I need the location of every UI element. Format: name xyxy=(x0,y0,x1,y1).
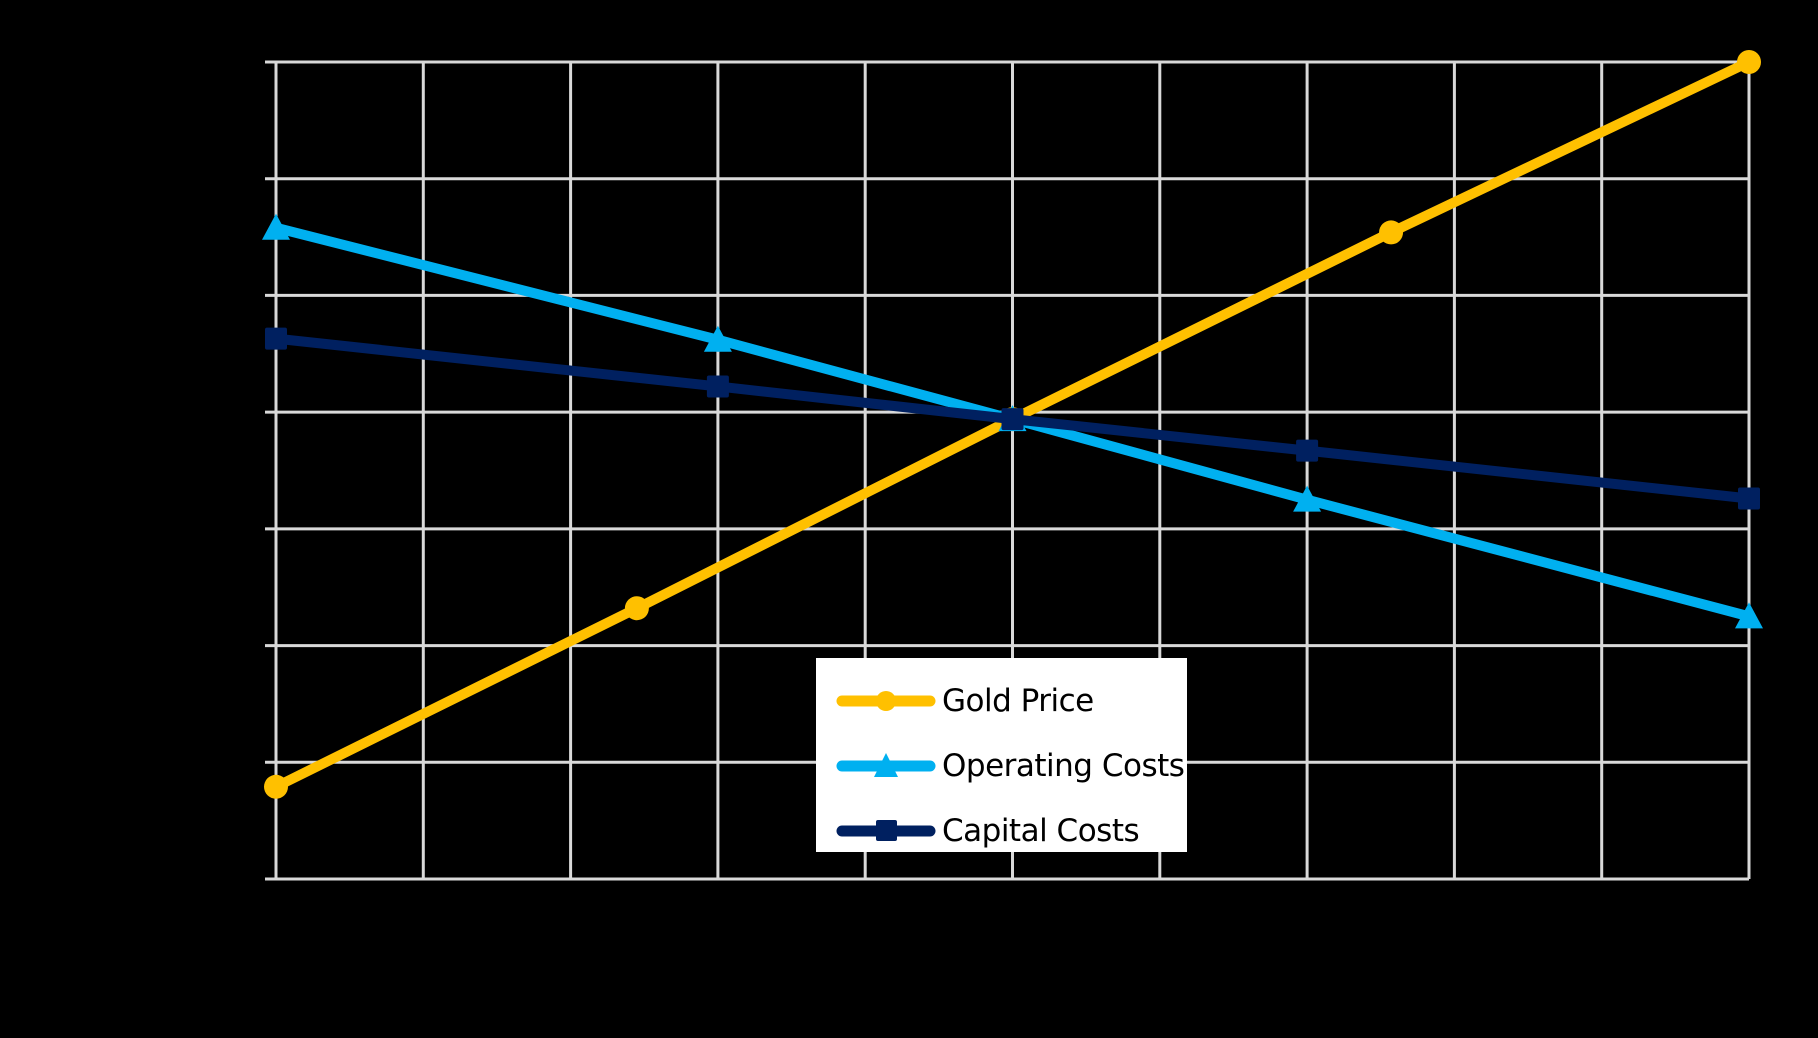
chart-series xyxy=(262,50,1763,799)
legend-label: Operating Costs xyxy=(942,747,1185,784)
triangle-marker-icon xyxy=(703,325,732,352)
legend-item-operating-costs: Operating Costs xyxy=(836,733,1187,798)
triangle-marker-icon xyxy=(836,752,936,777)
series-capital-costs xyxy=(265,327,1760,510)
circle-marker-icon xyxy=(1379,220,1404,245)
chart-legend: Gold Price Operating Costs Capital Costs xyxy=(816,658,1187,852)
triangle-marker-icon xyxy=(1293,485,1322,512)
square-marker-icon xyxy=(1296,439,1319,462)
triangle-marker-icon xyxy=(262,213,290,240)
square-marker-icon xyxy=(1738,487,1760,510)
square-marker-icon xyxy=(1001,408,1024,431)
circle-marker-icon xyxy=(836,690,936,711)
legend-item-capital-costs: Capital Costs xyxy=(836,798,1187,863)
square-marker-icon xyxy=(836,819,936,841)
square-marker-icon xyxy=(706,375,729,398)
legend-item-gold-price: Gold Price xyxy=(836,668,1187,733)
circle-marker-icon xyxy=(624,596,649,621)
circle-marker-icon xyxy=(264,774,288,799)
circle-marker-icon xyxy=(1737,50,1761,74)
legend-label: Capital Costs xyxy=(942,812,1140,849)
square-marker-icon xyxy=(265,327,287,350)
triangle-marker-icon xyxy=(1735,602,1763,629)
legend-label: Gold Price xyxy=(942,682,1094,719)
